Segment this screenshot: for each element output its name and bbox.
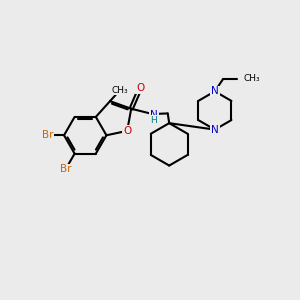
Text: H: H (151, 116, 157, 125)
Text: CH₃: CH₃ (112, 86, 128, 95)
Text: O: O (136, 83, 144, 93)
Text: CH₃: CH₃ (244, 74, 260, 83)
Text: N: N (211, 86, 219, 96)
Text: Br: Br (60, 164, 71, 174)
Text: Br: Br (42, 130, 54, 140)
Text: N: N (150, 110, 158, 120)
Text: N: N (211, 124, 219, 135)
Text: O: O (123, 126, 131, 136)
